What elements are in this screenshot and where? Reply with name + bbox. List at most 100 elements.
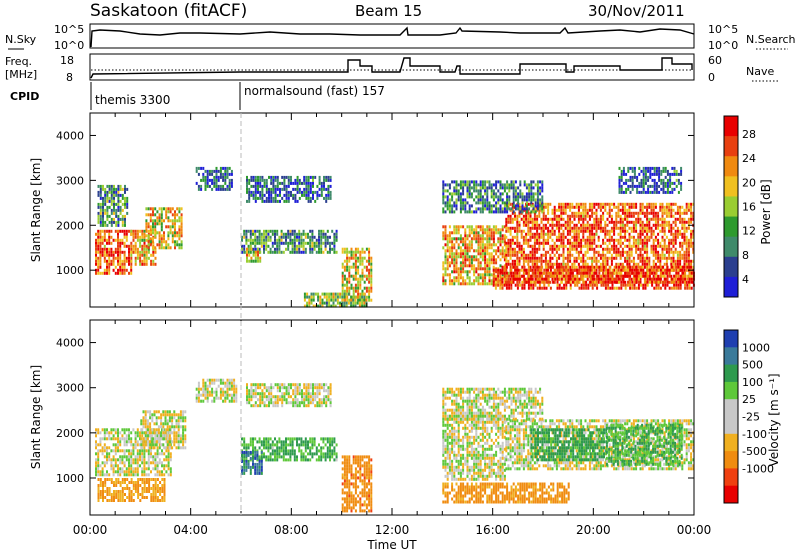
heatmap-cell (128, 244, 130, 248)
heatmap-cell (681, 211, 684, 215)
heatmap-cell (156, 219, 159, 223)
heatmap-cell (104, 196, 107, 200)
heatmap-cell (512, 183, 515, 187)
heatmap-cell (123, 449, 126, 453)
heatmap-cell (511, 250, 514, 254)
heatmap-cell (653, 265, 656, 269)
heatmap-cell (593, 274, 596, 278)
heatmap-cell (624, 223, 627, 227)
heatmap-cell (643, 265, 646, 269)
freq-panel (89, 53, 695, 81)
heatmap-cell (541, 274, 544, 278)
heatmap-cell (124, 202, 126, 206)
heatmap-cell (354, 298, 357, 302)
heatmap-cell (580, 238, 583, 242)
heatmap-cell (544, 217, 547, 221)
heatmap-cell (516, 217, 519, 221)
heatmap-cell (123, 256, 126, 260)
heatmap-cell (254, 232, 257, 236)
heatmap-cell (442, 225, 445, 229)
heatmap-cell (294, 199, 297, 203)
heatmap-cell (283, 184, 286, 188)
heatmap-cell (663, 253, 666, 257)
heatmap-cell (529, 238, 532, 242)
heatmap-cell (501, 198, 504, 202)
heatmap-cell (529, 226, 532, 230)
heatmap-cell (668, 229, 671, 233)
heatmap-cell (354, 256, 357, 260)
heatmap-cell (479, 201, 482, 205)
heatmap-cell (267, 232, 270, 236)
heatmap-cell (269, 235, 272, 239)
heatmap-cell (501, 186, 504, 190)
heatmap-cell (532, 283, 535, 287)
heatmap-cell (254, 259, 257, 263)
heatmap-cell (274, 241, 276, 245)
heatmap-cell (534, 265, 537, 269)
heatmap-cell (248, 247, 251, 251)
heatmap-cell (126, 196, 129, 200)
heatmap-cell (442, 183, 445, 187)
heatmap-cell (518, 214, 521, 218)
heatmap-cell (533, 226, 536, 230)
heatmap-cell (265, 229, 268, 233)
heatmap-cell (492, 189, 495, 193)
heatmap-cell (692, 217, 695, 221)
heatmap-cell (132, 235, 135, 239)
heatmap-cell (673, 280, 676, 284)
heatmap-cell (584, 214, 587, 218)
heatmap-cell (475, 279, 478, 283)
heatmap-cell (479, 207, 482, 211)
heatmap-cell (542, 214, 545, 218)
heatmap-cell (217, 169, 220, 173)
heatmap-cell (533, 223, 536, 227)
heatmap-cell (158, 207, 161, 211)
heatmap-cell (490, 192, 493, 196)
heatmap-cell (522, 217, 525, 221)
heatmap-cell (156, 222, 159, 226)
heatmap-cell (516, 271, 519, 275)
heatmap-cell (99, 440, 102, 444)
heatmap-cell (597, 250, 600, 254)
heatmap-cell (536, 286, 539, 290)
heatmap-cell (509, 265, 512, 269)
heatmap-cell (488, 255, 491, 259)
heatmap-cell (103, 259, 106, 263)
heatmap-cell (495, 225, 498, 229)
heatmap-cell (265, 187, 268, 191)
heatmap-cell (99, 217, 102, 221)
heatmap-cell (566, 256, 569, 260)
heatmap-cell (551, 223, 554, 227)
heatmap-cell (260, 238, 263, 242)
heatmap-cell (619, 226, 622, 230)
heatmap-cell (488, 273, 491, 277)
heatmap-cell (608, 250, 611, 254)
heatmap-cell (646, 232, 649, 236)
heatmap-cell (664, 166, 667, 170)
heatmap-cell (102, 208, 104, 212)
heatmap-cell (586, 220, 589, 224)
heatmap-cell (459, 249, 462, 253)
heatmap-cell (673, 286, 676, 290)
heatmap-cell (211, 172, 214, 176)
heatmap-cell (265, 190, 268, 194)
heatmap-cell (316, 190, 319, 194)
heatmap-cell (635, 211, 638, 215)
heatmap-cell (354, 304, 357, 308)
heatmap-cell (136, 253, 139, 257)
heatmap-cell (219, 166, 222, 170)
heatmap-cell (654, 202, 657, 206)
heatmap-cell (646, 247, 649, 251)
heatmap-cell (643, 229, 646, 233)
heatmap-cell (676, 205, 679, 209)
heatmap-cell (688, 280, 691, 284)
heatmap-cell (307, 178, 310, 182)
heatmap-cell (569, 274, 572, 278)
heatmap-cell (635, 250, 638, 254)
heatmap-cell (511, 235, 514, 239)
heatmap-cell (246, 250, 248, 254)
heatmap-cell (532, 195, 535, 199)
heatmap-cell (677, 277, 680, 281)
heatmap-cell (665, 214, 668, 218)
heatmap-cell (569, 229, 572, 233)
